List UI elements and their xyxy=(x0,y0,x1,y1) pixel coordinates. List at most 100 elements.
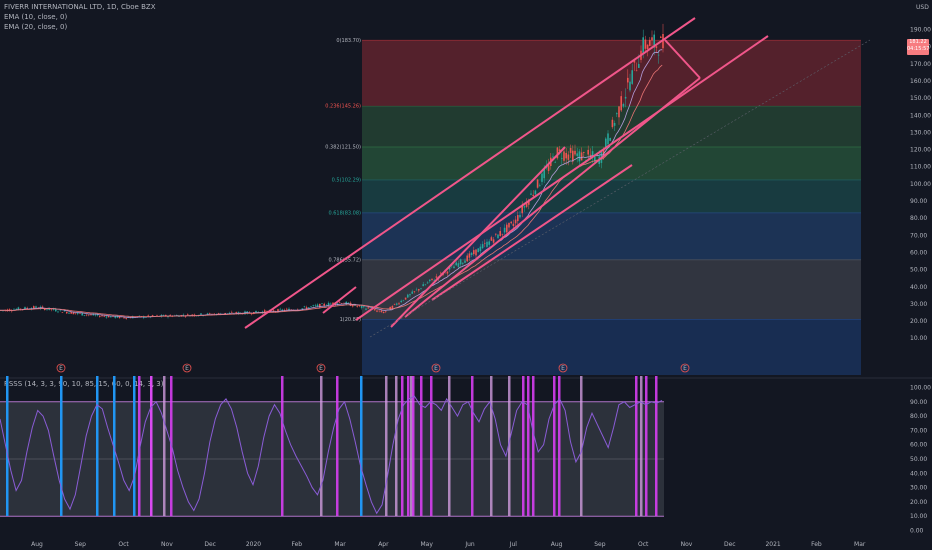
time-axis-tick: Sep xyxy=(594,541,606,548)
candle-body xyxy=(62,312,64,313)
candle-body xyxy=(447,272,449,274)
candle-body xyxy=(425,285,427,286)
candle-body xyxy=(537,180,539,188)
indicator-axis-tick: 0.00 xyxy=(910,528,924,535)
signal-bar-pink xyxy=(553,376,556,516)
time-axis-tick: Mar xyxy=(334,541,346,548)
candle-body xyxy=(581,152,583,160)
candle-body xyxy=(565,153,567,158)
time-axis-tick: Apr xyxy=(378,541,389,548)
candle-body xyxy=(418,289,420,290)
candle-body xyxy=(480,247,482,251)
signal-bar-pink xyxy=(407,376,410,516)
fib-label-0.236: 0.236(145.26) xyxy=(325,104,361,110)
price-axis-tick: 10.00 xyxy=(910,335,927,342)
candle-body xyxy=(530,194,532,195)
candle-body xyxy=(46,309,48,310)
candle-body xyxy=(75,313,77,314)
candle-body xyxy=(649,40,651,46)
price-axis-tick: 80.00 xyxy=(910,215,927,222)
candle-body xyxy=(352,305,354,306)
candle-body xyxy=(356,306,358,307)
candle-body xyxy=(436,276,438,277)
candle-body xyxy=(570,148,572,153)
candle-body xyxy=(638,64,640,68)
candle-body xyxy=(576,153,578,156)
candle-body xyxy=(123,318,125,319)
candle-body xyxy=(312,305,314,306)
candle-body xyxy=(521,206,523,213)
candle-body xyxy=(625,97,627,99)
candle-body xyxy=(561,158,563,159)
candle-body xyxy=(125,318,127,319)
candle-body xyxy=(367,307,369,308)
candle-body xyxy=(79,313,81,314)
signal-bar-light xyxy=(385,376,388,516)
candle-body xyxy=(554,162,556,163)
signal-bar-blue xyxy=(60,376,63,516)
candle-body xyxy=(607,133,609,144)
candle-body xyxy=(420,288,422,289)
candle-body xyxy=(361,306,363,308)
earnings-marker-label: E xyxy=(434,365,438,372)
candle-body xyxy=(497,235,499,239)
candle-body xyxy=(574,151,576,155)
candle-body xyxy=(612,120,614,127)
signal-bar-pink xyxy=(645,376,648,516)
candle-body xyxy=(552,157,554,158)
time-axis-tick: Jul xyxy=(509,541,518,548)
signal-bar-light xyxy=(395,376,398,516)
candle-body xyxy=(524,206,526,207)
candle-body xyxy=(308,307,310,308)
candle-body xyxy=(86,315,88,316)
candle-body xyxy=(84,315,86,316)
time-axis-tick: Aug xyxy=(551,541,563,548)
candle-body xyxy=(66,312,68,313)
candle-body xyxy=(504,228,506,233)
candle-body xyxy=(403,301,405,302)
last-price-value: 181.22 xyxy=(907,39,929,46)
candle-body xyxy=(568,155,570,160)
candle-body xyxy=(627,78,629,83)
indicator-axis-tick: 40.00 xyxy=(910,470,927,477)
signal-bar-pink xyxy=(420,376,423,516)
candle-body xyxy=(532,195,534,196)
candle-body xyxy=(414,291,416,292)
candle-body xyxy=(651,37,653,40)
candle-body xyxy=(231,312,233,313)
candle-body xyxy=(475,249,477,255)
candle-body xyxy=(455,262,457,265)
candle-body xyxy=(81,313,83,315)
candle-body xyxy=(658,55,660,56)
signal-bar-light xyxy=(320,376,323,516)
candle-body xyxy=(337,303,339,304)
signal-bar-light xyxy=(490,376,493,516)
candle-body xyxy=(51,309,53,310)
candle-body xyxy=(488,241,490,244)
candle-body xyxy=(35,306,37,307)
candle-body xyxy=(301,308,303,309)
candle-body xyxy=(103,316,105,317)
candle-body xyxy=(482,244,484,248)
signal-bar-pink xyxy=(430,376,433,516)
candle-body xyxy=(90,315,92,316)
price-axis-tick: 130.00 xyxy=(910,129,931,136)
currency-label: USD xyxy=(916,4,929,11)
candle-body xyxy=(376,311,378,312)
signal-bar-pink xyxy=(527,376,530,516)
fib-label-0: 0(183.70) xyxy=(336,38,361,44)
candle-body xyxy=(484,243,486,244)
candle-body xyxy=(409,294,411,295)
candle-body xyxy=(26,308,28,309)
time-axis-tick: Dec xyxy=(724,541,736,548)
time-axis-tick: Nov xyxy=(681,541,693,548)
candle-body xyxy=(381,311,383,313)
candle-body xyxy=(620,96,622,110)
candle-body xyxy=(398,303,400,304)
candle-body xyxy=(339,302,341,303)
price-axis-tick: 150.00 xyxy=(910,95,931,102)
indicator-axis-tick: 70.00 xyxy=(910,427,927,434)
earnings-marker-label: E xyxy=(319,365,323,372)
earnings-marker-label: E xyxy=(59,365,63,372)
